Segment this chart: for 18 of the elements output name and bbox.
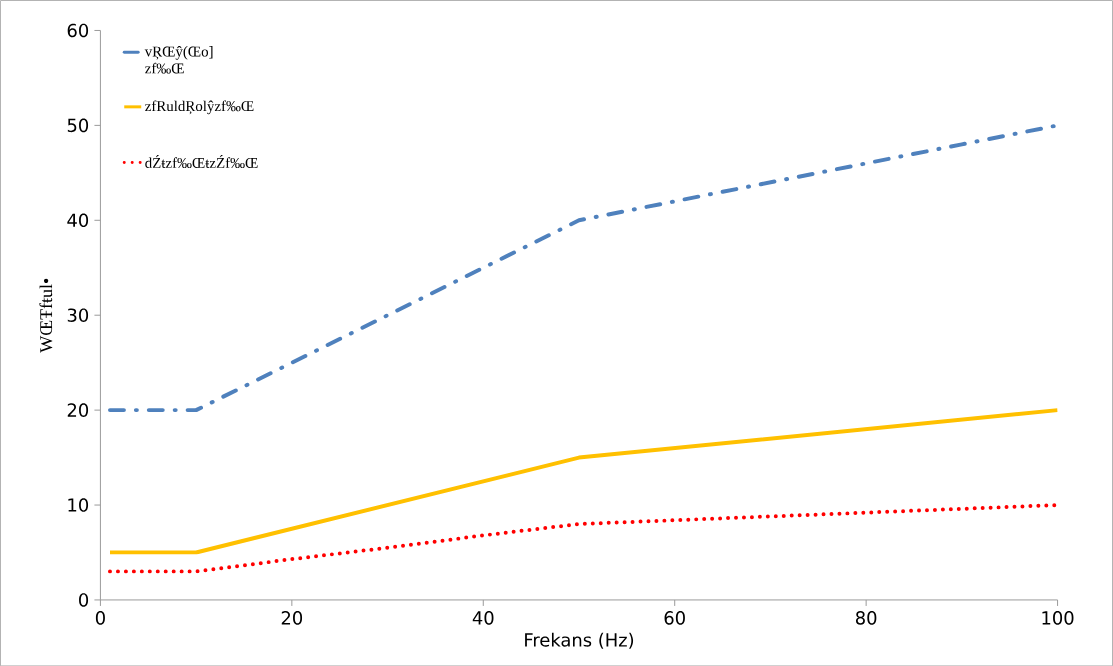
y-tick-label: 10 bbox=[68, 498, 89, 512]
legend-label: zfRuldŖolŷzf‰Œ bbox=[145, 100, 254, 115]
y-tick-label: 20 bbox=[67, 403, 89, 417]
x-axis-title: Frekans (Hz) bbox=[525, 632, 634, 649]
y-tick-label: 0 bbox=[79, 592, 89, 607]
y-tick-label: 50 bbox=[67, 118, 89, 132]
legend-label: vŖŒŷ(Œo] zf‰Œ bbox=[144, 45, 213, 74]
x-tick-label: 100 bbox=[1042, 610, 1074, 625]
x-tick-label: 80 bbox=[855, 610, 877, 625]
legend-label: dŹŧzf‰ŒŧzŹf‰Œ bbox=[145, 154, 258, 168]
x-tick-label: 40 bbox=[472, 610, 494, 625]
y-axis-title: WŒŦfŧul• bbox=[39, 278, 53, 353]
y-tick-label: 40 bbox=[67, 213, 89, 227]
y-tick-label: 60 bbox=[67, 23, 89, 38]
x-tick-label: 20 bbox=[281, 610, 303, 625]
x-tick-label: 0 bbox=[95, 610, 105, 625]
x-tick-label: 60 bbox=[664, 610, 685, 625]
y-tick-label: 30 bbox=[67, 308, 89, 322]
